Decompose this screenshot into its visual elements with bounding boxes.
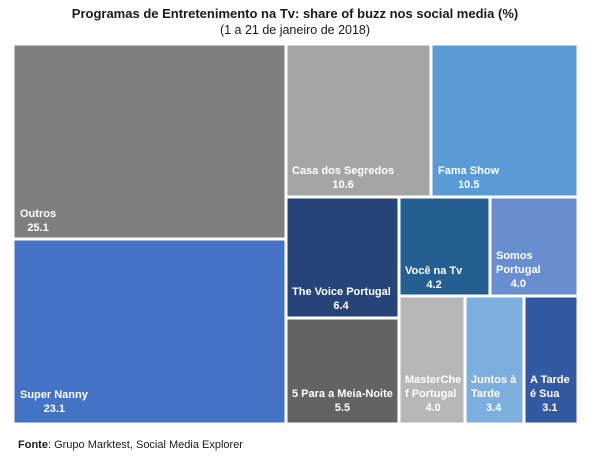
tile-label-somos-portugal-line1: Somos	[496, 250, 533, 262]
source-note: Fonte: Grupo Marktest, Social Media Expl…	[18, 439, 243, 451]
tile-juntos-a-tarde	[465, 296, 524, 424]
tile-value-5-para-a-meia-noite: 5.5	[335, 402, 350, 414]
tile-super-nanny	[13, 239, 286, 424]
tile-fama-show	[431, 44, 578, 197]
tile-somos-portugal	[490, 197, 578, 296]
chart-title: Programas de Entretenimento na Tv: share…	[71, 6, 519, 21]
tile-value-super-nanny: 23.1	[44, 403, 65, 415]
tile-label-juntos-a-tarde-line2: Tarde	[471, 388, 500, 400]
tile-label-a-tarde-e-sua-line1: A Tarde	[530, 374, 570, 386]
tile-label-somos-portugal-line2: Portugal	[496, 264, 541, 276]
chart-subtitle: (1 a 21 de janeiro de 2018)	[219, 23, 371, 37]
tile-voce-na-tv	[399, 197, 490, 296]
tile-the-voice-portugal	[286, 197, 399, 318]
tile-label-masterchef-portugal-line2: f Portugal	[405, 388, 456, 400]
tile-label-casa-dos-segredos: Casa dos Segredos	[292, 165, 394, 177]
tile-label-masterchef-portugal-line1: MasterChe	[405, 374, 461, 386]
tile-value-a-tarde-e-sua: 3.1	[542, 402, 557, 414]
tile-value-somos-portugal: 4.0	[511, 278, 526, 290]
tile-5-para-a-meia-noite	[286, 318, 399, 424]
tile-casa-dos-segredos	[286, 44, 431, 197]
tile-value-masterchef-portugal: 4.0	[425, 402, 440, 414]
tile-masterchef-portugal	[399, 296, 465, 424]
tile-label-voce-na-tv: Você na Tv	[405, 265, 463, 277]
tile-a-tarde-e-sua	[524, 296, 578, 424]
tile-label-a-tarde-e-sua-line2: é Sua	[530, 388, 560, 400]
tile-value-juntos-a-tarde: 3.4	[486, 402, 502, 414]
tile-label-5-para-a-meia-noite: 5 Para a Meia-Noite	[292, 388, 393, 400]
tile-value-voce-na-tv: 4.2	[426, 279, 441, 291]
tile-label-fama-show: Fama Show	[438, 165, 500, 177]
tile-value-outros: 25.1	[27, 222, 48, 234]
tile-value-casa-dos-segredos: 10.6	[332, 179, 353, 191]
tile-label-super-nanny: Super Nanny	[20, 389, 89, 401]
source-label: Fonte	[18, 439, 48, 451]
tile-label-the-voice-portugal: The Voice Portugal	[292, 286, 391, 298]
tile-value-the-voice-portugal: 6.4	[333, 300, 349, 312]
source-text: : Grupo Marktest, Social Media Explorer	[47, 439, 243, 451]
tile-label-juntos-a-tarde-line1: Juntos à	[471, 374, 517, 386]
tile-label-outros: Outros	[20, 208, 56, 220]
tile-value-fama-show: 10.5	[458, 179, 479, 191]
tile-outros	[13, 44, 286, 239]
